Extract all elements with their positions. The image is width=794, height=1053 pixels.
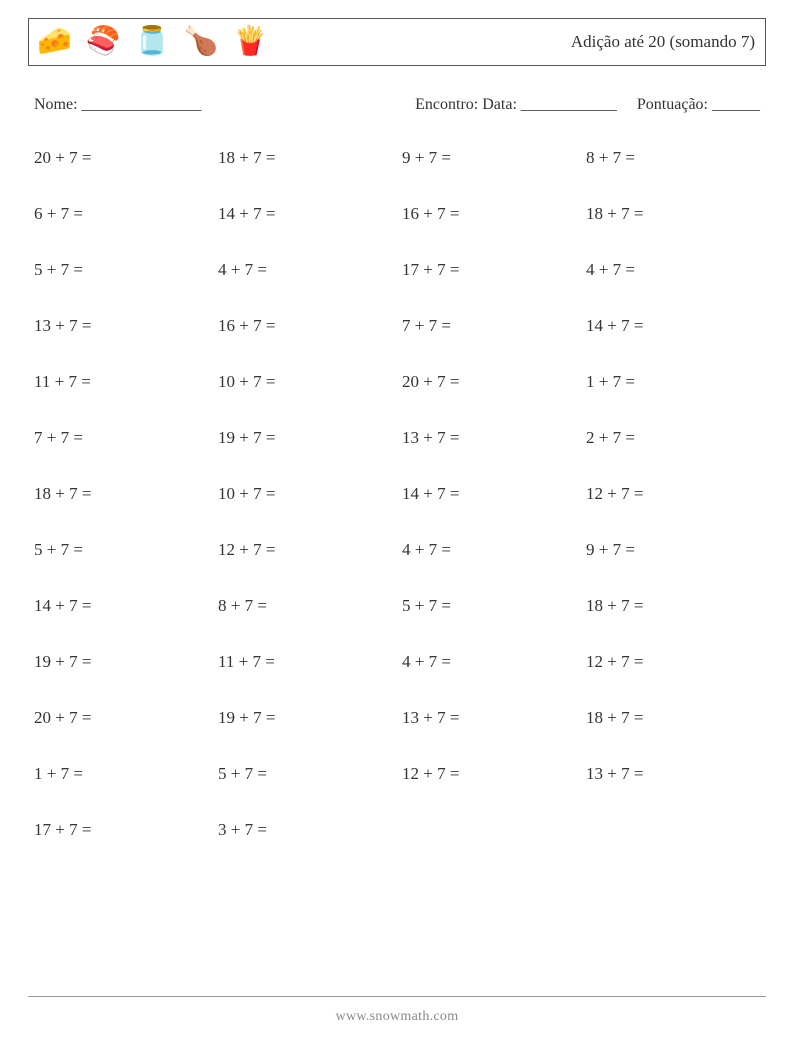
problem: 4 + 7 = [402,652,576,672]
date-field: Encontro: Data: ____________ [415,96,617,114]
problem: 2 + 7 = [586,428,760,448]
fries-icon: 🍟 [233,28,268,56]
score-field: Pontuação: ______ [637,96,760,114]
problem: 4 + 7 = [586,260,760,280]
problem: 6 + 7 = [34,204,208,224]
name-field: Nome: _______________ [34,96,415,114]
problem: 10 + 7 = [218,372,392,392]
problem: 19 + 7 = [218,428,392,448]
problem: 8 + 7 = [218,596,392,616]
header-box: 🧀 🍣 🫙 🍗 🍟 Adição até 20 (somando 7) [28,18,766,66]
footer-url: www.snowmath.com [0,1009,794,1025]
problem: 7 + 7 = [34,428,208,448]
meta-row: Nome: _______________ Encontro: Data: __… [34,96,760,114]
problem: 20 + 7 = [402,372,576,392]
problem: 17 + 7 = [402,260,576,280]
footer: www.snowmath.com [0,996,794,1025]
sushi-icon: 🍣 [86,28,121,56]
problem: 16 + 7 = [218,316,392,336]
problem: 12 + 7 = [218,540,392,560]
problem: 19 + 7 = [218,708,392,728]
problem: 14 + 7 = [218,204,392,224]
problem: 11 + 7 = [218,652,392,672]
header-icons: 🧀 🍣 🫙 🍗 🍟 [37,28,267,56]
problem: 18 + 7 = [586,204,760,224]
problem: 9 + 7 = [402,148,576,168]
problem: 3 + 7 = [218,820,392,840]
problem: 18 + 7 = [218,148,392,168]
problem: 18 + 7 = [34,484,208,504]
problem: 13 + 7 = [34,316,208,336]
problem: 19 + 7 = [34,652,208,672]
problem: 14 + 7 = [34,596,208,616]
footer-divider [28,996,766,997]
problem: 8 + 7 = [586,148,760,168]
drumstick-icon: 🍗 [184,28,219,56]
jar-icon: 🫙 [135,28,170,56]
problem: 18 + 7 = [586,596,760,616]
problem: 5 + 7 = [402,596,576,616]
problem: 5 + 7 = [34,260,208,280]
problems-grid: 20 + 7 = 18 + 7 = 9 + 7 = 8 + 7 = 6 + 7 = 14 … [34,148,760,840]
problem: 12 + 7 = [586,652,760,672]
problem: 1 + 7 = [586,372,760,392]
problem: 5 + 7 = [34,540,208,560]
problem: 13 + 7 = [402,428,576,448]
problem: 20 + 7 = [34,148,208,168]
problem: 10 + 7 = [218,484,392,504]
problem: 14 + 7 = [586,316,760,336]
problem: 20 + 7 = [34,708,208,728]
problem: 7 + 7 = [402,316,576,336]
worksheet-title: Adição até 20 (somando 7) [571,32,755,52]
worksheet-page: 🧀 🍣 🫙 🍗 🍟 Adição até 20 (somando 7) Nome… [0,0,794,840]
problem: 4 + 7 = [402,540,576,560]
problem: 11 + 7 = [34,372,208,392]
problem: 13 + 7 = [402,708,576,728]
problem: 1 + 7 = [34,764,208,784]
problem: 17 + 7 = [34,820,208,840]
problem: 4 + 7 = [218,260,392,280]
problem: 5 + 7 = [218,764,392,784]
cheese-icon: 🧀 [37,28,72,56]
problem: 18 + 7 = [586,708,760,728]
problem: 16 + 7 = [402,204,576,224]
problem: 14 + 7 = [402,484,576,504]
problem: 12 + 7 = [402,764,576,784]
problem: 12 + 7 = [586,484,760,504]
problem: 9 + 7 = [586,540,760,560]
problem: 13 + 7 = [586,764,760,784]
